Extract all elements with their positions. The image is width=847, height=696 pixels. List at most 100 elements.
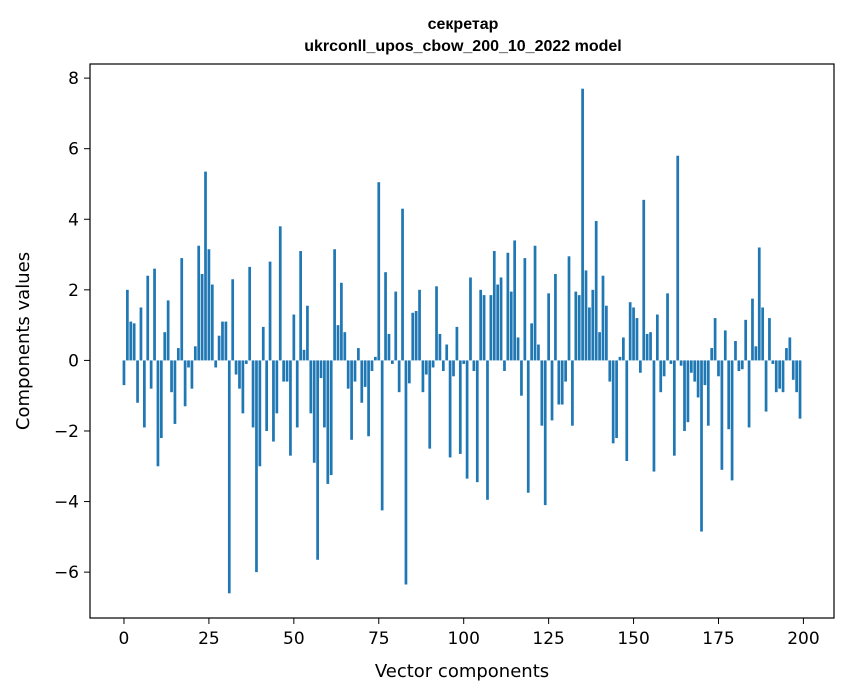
bar xyxy=(217,335,221,361)
bar xyxy=(353,360,357,382)
bar xyxy=(431,360,435,368)
bar xyxy=(289,360,292,456)
bar xyxy=(221,321,224,361)
bar xyxy=(591,289,595,361)
bar xyxy=(312,360,316,463)
bar xyxy=(170,360,173,393)
bar xyxy=(472,360,476,371)
bar xyxy=(272,360,275,442)
bar xyxy=(190,360,194,389)
bar xyxy=(234,360,238,375)
bar xyxy=(438,333,442,361)
bar xyxy=(655,314,659,361)
bar xyxy=(798,360,802,419)
chart-title: секретар xyxy=(428,16,499,33)
bar xyxy=(435,286,438,361)
bar xyxy=(258,360,262,467)
bar xyxy=(669,360,673,364)
chart-subtitle: ukrconll_upos_cbow_200_10_2022 model xyxy=(304,38,621,55)
bar xyxy=(139,307,143,361)
bar xyxy=(676,155,680,361)
bars-group xyxy=(122,88,802,594)
bar xyxy=(574,291,578,361)
x-tick-label: 75 xyxy=(368,629,390,649)
bar xyxy=(255,360,258,573)
bar xyxy=(268,261,272,361)
bar xyxy=(367,360,370,437)
bar xyxy=(781,360,785,393)
bar xyxy=(401,208,404,361)
bar xyxy=(645,333,649,361)
bar xyxy=(564,360,567,382)
bar xyxy=(751,298,754,361)
bar xyxy=(316,360,319,560)
bar xyxy=(768,318,771,361)
bar xyxy=(462,360,466,364)
bar xyxy=(156,360,160,467)
bar xyxy=(374,356,377,361)
bar xyxy=(441,360,445,371)
bar xyxy=(275,360,279,414)
bar xyxy=(754,346,758,361)
bar xyxy=(571,360,574,426)
bar xyxy=(713,318,717,361)
y-tick-label: −2 xyxy=(54,422,79,442)
bar xyxy=(679,360,683,366)
bar xyxy=(343,332,347,361)
y-tick-label: 4 xyxy=(68,210,79,230)
bar xyxy=(496,284,500,361)
bar xyxy=(516,337,520,361)
bar xyxy=(540,360,544,426)
bar xyxy=(686,360,690,423)
bar xyxy=(326,360,330,484)
bar xyxy=(717,360,720,377)
bar xyxy=(482,295,486,361)
bar xyxy=(639,360,642,373)
bar xyxy=(424,360,428,375)
bar xyxy=(520,360,523,396)
bar xyxy=(601,275,605,361)
y-tick-label: 2 xyxy=(68,281,79,301)
bar xyxy=(407,360,411,384)
bar xyxy=(693,360,697,382)
x-axis-label: Vector components xyxy=(375,661,549,682)
bar xyxy=(231,279,235,361)
bar xyxy=(710,348,714,361)
bar xyxy=(227,360,231,594)
x-tick-label: 100 xyxy=(447,629,479,649)
bar xyxy=(207,249,211,361)
bar xyxy=(384,272,387,361)
bar xyxy=(122,360,126,386)
bar xyxy=(265,360,269,431)
bar xyxy=(357,348,360,361)
y-tick-label: 6 xyxy=(68,140,79,160)
bar xyxy=(163,332,167,361)
bar xyxy=(618,356,622,361)
bar xyxy=(774,360,778,393)
bar xyxy=(611,360,615,444)
bar xyxy=(778,360,781,389)
bar xyxy=(285,360,289,382)
y-axis-ticks: −6 −4 −2 0 2 4 6 8 xyxy=(54,69,90,583)
bar xyxy=(455,326,459,361)
bar xyxy=(788,337,792,361)
bar xyxy=(336,325,340,361)
bar xyxy=(689,360,693,373)
bar xyxy=(363,360,367,387)
bar xyxy=(727,360,731,430)
bar xyxy=(244,360,248,364)
bar xyxy=(632,307,635,361)
bar xyxy=(391,360,394,364)
bar xyxy=(740,360,744,370)
bar xyxy=(309,360,313,414)
bar xyxy=(197,245,201,361)
bar xyxy=(159,360,163,439)
bar xyxy=(662,360,666,377)
bar xyxy=(404,360,408,585)
bar xyxy=(180,258,184,361)
bar xyxy=(421,360,425,393)
x-tick-label: 25 xyxy=(198,629,220,649)
bar xyxy=(499,277,503,361)
bar xyxy=(350,360,353,440)
bar xyxy=(414,311,418,361)
